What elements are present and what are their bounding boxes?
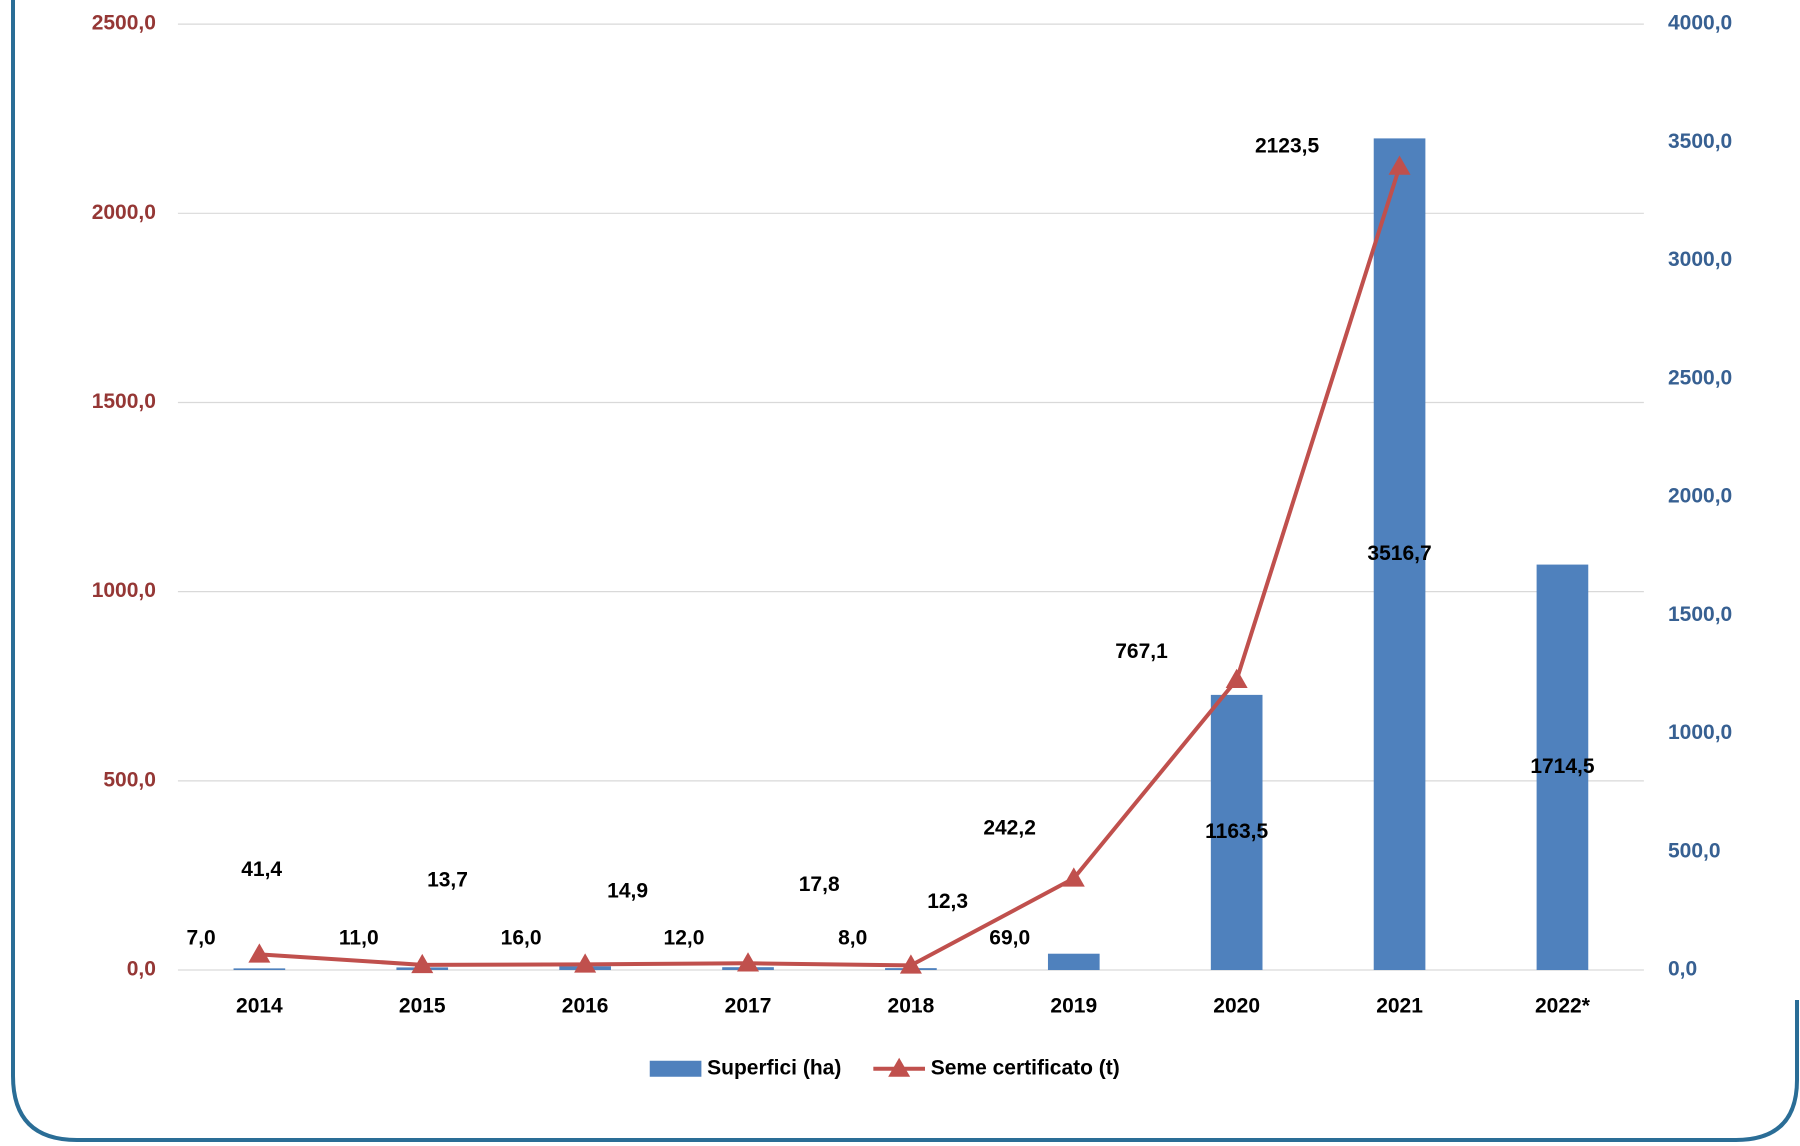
line-value-label: 767,1 [1115,640,1168,663]
x-tick-label: 2017 [725,994,772,1017]
legend-swatch [649,1060,702,1077]
line-marker [1062,867,1085,887]
line-value-label: 2123,5 [1255,135,1320,158]
line-marker [248,943,271,963]
bar-value-label: 1714,5 [1530,755,1595,778]
x-tick-label: 2018 [888,994,935,1017]
line-value-label: 14,9 [607,880,648,903]
y2-tick-label: 1000,0 [1668,721,1732,744]
line-marker [1225,668,1248,689]
bar [1047,953,1100,971]
line-value-label: 17,8 [799,873,840,896]
line-marker [899,954,922,974]
y-tick-label: 2000,0 [92,201,156,224]
frame [11,0,1799,1142]
y2-tick-label: 0,0 [1668,958,1697,981]
x-tick-label: 2014 [236,994,283,1017]
y-tick-label: 0,0 [127,958,156,981]
bar [233,968,286,971]
y-tick-label: 500,0 [103,768,156,791]
x-tick-label: 2020 [1213,994,1260,1017]
line-marker [411,953,434,974]
x-tick-label: 2015 [399,994,446,1017]
bar-value-label: 1163,5 [1205,820,1268,843]
y-tick-label: 1500,0 [92,390,156,413]
x-tick-label: 2022* [1535,994,1591,1017]
line-marker [1388,155,1411,175]
x-tick-label: 2016 [562,994,609,1017]
bar [1536,564,1589,971]
line-value-label: 12,3 [927,890,968,913]
bar-value-label: 3516,7 [1367,542,1431,565]
x-tick-label: 2019 [1050,994,1097,1017]
bar-value-label: 8,0 [838,927,867,950]
line-value-label: 13,7 [427,869,468,892]
legend-marker [888,1057,911,1077]
y2-tick-label: 2000,0 [1668,485,1732,508]
line-value-label: 242,2 [983,817,1036,840]
y2-tick-label: 3500,0 [1668,130,1732,153]
bar [1210,694,1263,971]
y-tick-label: 2500,0 [92,12,156,35]
line [259,165,1402,968]
bar-value-label: 11,0 [339,927,379,950]
y2-tick-label: 4000,0 [1668,12,1732,35]
bar-value-label: 7,0 [187,927,216,950]
bar-value-label: 69,0 [989,927,1030,950]
line-marker [574,953,597,973]
y2-tick-label: 2500,0 [1668,366,1732,389]
y2-tick-label: 3000,0 [1668,248,1732,271]
line-marker [737,952,760,972]
legend-label: Seme certificato (t) [931,1056,1120,1079]
legend-label: Superfici (ha) [707,1056,841,1079]
y2-tick-label: 500,0 [1668,839,1721,862]
bar-value-label: 16,0 [501,927,542,950]
y2-tick-label: 1500,0 [1668,603,1732,626]
bar-value-label: 12,0 [664,927,705,950]
y-tick-label: 1000,0 [92,579,156,602]
line-value-label: 41,4 [241,858,282,881]
bar [1373,138,1426,971]
x-tick-label: 2021 [1376,994,1423,1017]
